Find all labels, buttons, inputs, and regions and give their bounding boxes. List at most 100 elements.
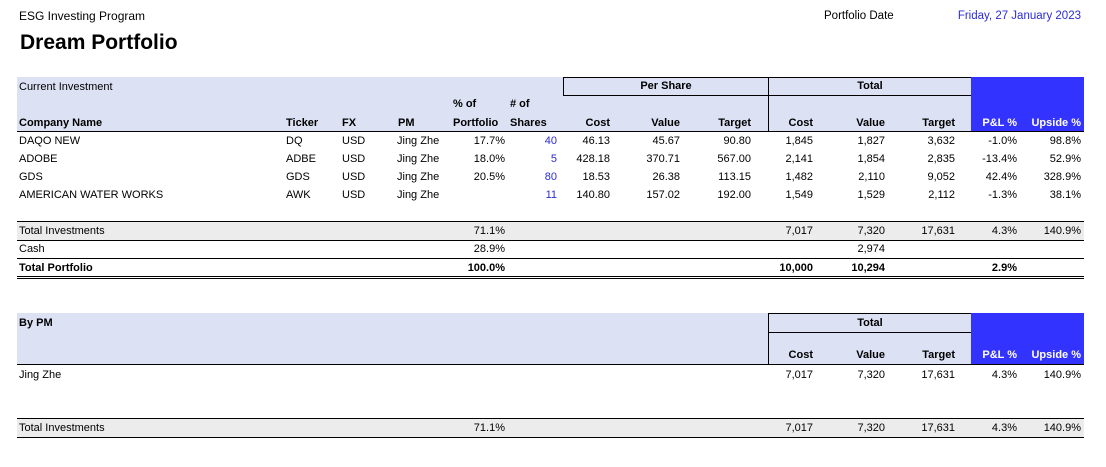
col-pct-line2: Portfolio [453,117,499,129]
shares: 11 [545,189,557,201]
pnl: 2.9% [991,262,1017,274]
pm: Jing Zhe [397,135,440,147]
t-value: 2,110 [858,171,885,183]
t-value: 1,827 [857,135,885,147]
fx: USD [342,189,366,201]
portfolio-date-value: Friday, 27 January 2023 [957,10,1081,22]
group-total: Total [857,317,883,329]
ticker: DQ [286,135,303,147]
t-cost: 7,017 [785,369,813,381]
pct-portfolio: 28.9% [473,243,505,255]
shares: 5 [550,153,557,165]
col-upside: Upside % [1031,117,1081,129]
pnl-upside-header-fill [971,313,1084,364]
portfolio-date-label: Portfolio Date [824,10,894,22]
pct-portfolio: 20.5% [473,171,505,183]
company-name: GDS [19,171,43,183]
t-cost: 7,017 [785,422,813,434]
company-name: DAQO NEW [19,135,81,147]
pm: Jing Zhe [397,171,440,183]
t-cost: 1,845 [785,135,813,147]
col-t-target: Target [922,349,955,361]
fx: USD [342,171,366,183]
group-per-share: Per Share [640,80,692,92]
table-row: Jing Zhe 7,017 7,320 17,631 4.3% 140.9% [17,366,1084,384]
col-pct-line1: % of [453,98,477,110]
col-t-value: Value [856,117,885,129]
pct-portfolio: 100.0% [467,262,505,274]
pnl: -1.0% [988,135,1017,147]
section-label-current-investment: Current Investment [19,81,113,93]
pnl: 42.4% [985,171,1017,183]
col-upside: Upside % [1031,349,1081,361]
program-name: ESG Investing Program [19,9,146,23]
table-row: ADOBE ADBE USD Jing Zhe 18.0% 5 428.18 3… [17,150,1084,168]
ps-cost: 428.18 [576,153,610,165]
t-target: 17,631 [921,225,955,237]
col-shares-line1: # of [510,98,530,110]
ps-value: 157.02 [646,189,680,201]
t-value: 2,974 [857,243,885,255]
upside: 140.9% [1043,225,1081,237]
col-ps-target: Target [718,117,751,129]
pct-portfolio: 71.1% [473,422,505,434]
col-ps-cost: Cost [585,117,610,129]
section-label-by-pm: By PM [19,317,53,329]
shares: 40 [544,135,557,147]
col-pm: PM [398,117,415,129]
t-target: 17,631 [921,369,955,381]
col-pnl: P&L % [982,349,1017,361]
ps-target: 113.15 [718,171,751,183]
total-portfolio-row: Total Portfolio 100.0% 10,000 10,294 2.9… [17,259,1084,277]
col-fx: FX [342,117,357,129]
ps-cost: 140.80 [576,189,610,201]
fx: USD [342,153,366,165]
cash-row: Cash 28.9% 2,974 [17,240,1084,258]
col-t-cost: Cost [788,117,813,129]
t-cost: 7,017 [785,225,813,237]
ps-target: 90.80 [723,135,751,147]
pnl-upside-header-fill [971,77,1084,131]
pm: Jing Zhe [397,153,440,165]
col-ps-value: Value [651,117,680,129]
t-value: 7,320 [857,369,885,381]
ps-value: 26.38 [652,171,680,183]
t-target: 3,632 [927,135,955,147]
ticker: GDS [286,171,310,183]
t-value: 1,529 [857,189,885,201]
table-row: DAQO NEW DQ USD Jing Zhe 17.7% 40 46.13 … [17,132,1084,150]
ps-value: 45.67 [652,135,680,147]
pnl: 4.3% [991,422,1017,434]
total-investments-label: Total Investments [19,422,105,434]
t-cost: 10,000 [779,262,813,274]
total-investments-row: Total Investments 71.1% 7,017 7,320 17,6… [17,419,1084,437]
t-value: 7,320 [857,422,885,434]
col-company: Company Name [19,117,103,129]
t-value: 7,320 [857,225,885,237]
ps-cost: 46.13 [582,135,610,147]
pct-portfolio: 17.7% [473,135,505,147]
col-ticker: Ticker [286,117,319,129]
col-t-cost: Cost [788,349,813,361]
ticker: ADBE [286,153,316,165]
col-pnl: P&L % [982,117,1017,129]
ticker: AWK [286,189,311,201]
ps-value: 370.71 [646,153,680,165]
pm: Jing Zhe [397,189,440,201]
page-title: Dream Portfolio [20,31,178,54]
col-t-value: Value [856,349,885,361]
fx: USD [342,135,366,147]
table-row: GDS GDS USD Jing Zhe 20.5% 80 18.53 26.3… [17,168,1084,186]
pct-portfolio: 71.1% [473,225,505,237]
total-investments-label: Total Investments [19,225,105,237]
t-target: 9,052 [927,171,955,183]
upside: 38.1% [1049,189,1081,201]
ps-cost: 18.53 [582,171,610,183]
pct-portfolio: 18.0% [473,153,505,165]
t-value: 10,294 [851,262,885,274]
group-total: Total [857,80,883,92]
company-name: AMERICAN WATER WORKS [19,189,164,201]
upside: 140.9% [1043,369,1081,381]
col-t-target: Target [922,117,955,129]
total-portfolio-label: Total Portfolio [19,262,93,274]
